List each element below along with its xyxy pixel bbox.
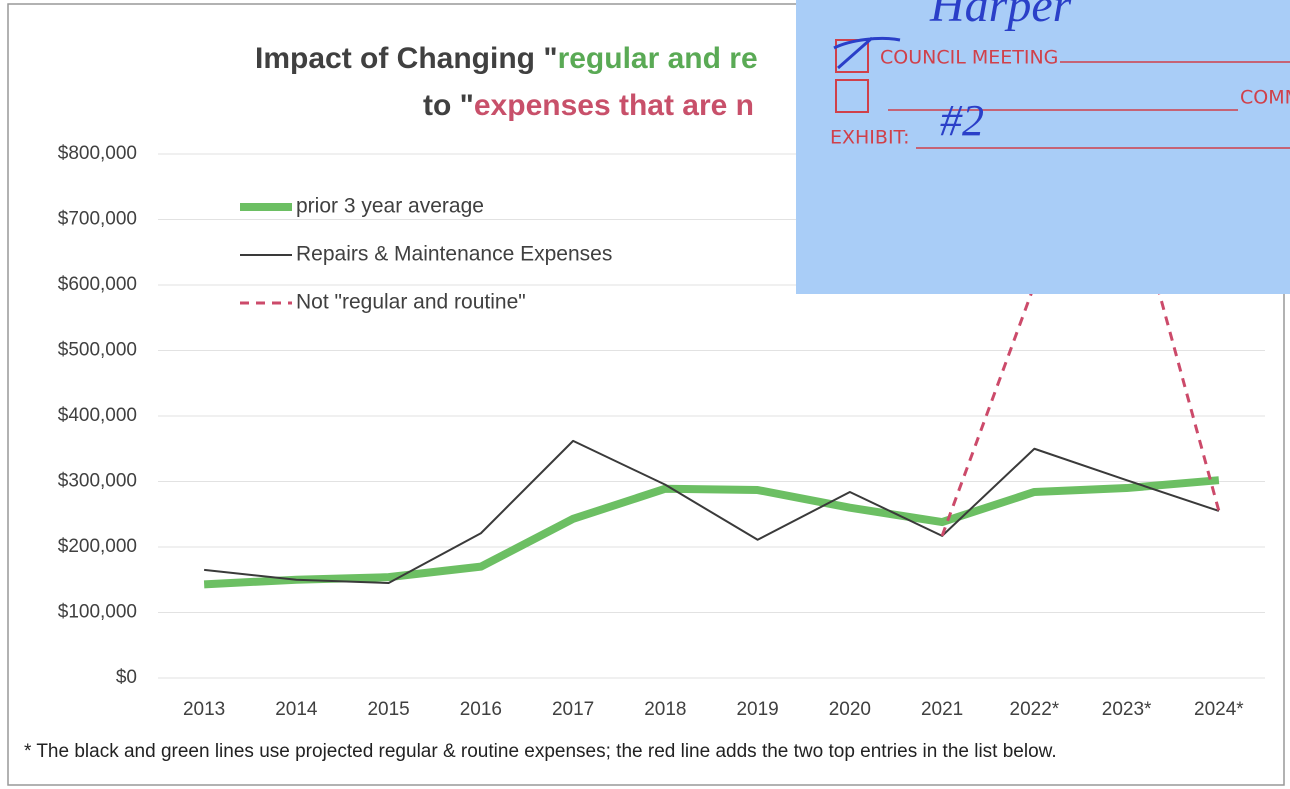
y-tick-label: $800,000 — [58, 143, 137, 164]
title-part: expenses that are n — [474, 89, 754, 122]
y-tick-label: $100,000 — [58, 602, 137, 623]
x-tick-label: 2021 — [921, 699, 963, 720]
y-tick-label: $200,000 — [58, 536, 137, 557]
x-tick-label: 2015 — [367, 699, 409, 720]
y-tick-label: $600,000 — [58, 274, 137, 295]
x-tick-label: 2019 — [736, 699, 778, 720]
legend-label: prior 3 year average — [296, 195, 484, 218]
legend-label: Not "regular and routine" — [296, 291, 526, 314]
chart: $0 $100,000 $200,000 $300,000 $400,000 $500,0… — [0, 0, 1290, 789]
y-tick-label: $300,000 — [58, 471, 137, 492]
title-part: to " — [423, 89, 474, 122]
chart-title: to "expenses that are n — [423, 89, 754, 122]
x-tick-label: 2024* — [1194, 699, 1244, 720]
x-tick-label: 2013 — [183, 699, 225, 720]
exhibit-label: EXHIBIT: — [830, 127, 909, 149]
y-tick-label: $500,000 — [58, 340, 137, 361]
checkbox-label: COUNCIL MEETING — [880, 47, 1058, 69]
footnote: * The black and green lines use projecte… — [24, 741, 1057, 762]
sticky-note: Harper COUNCIL MEETING COMM EXHIBIT: #2 — [796, 0, 1290, 294]
exhibit-number: #2 — [940, 96, 984, 145]
x-tick-label: 2018 — [644, 699, 686, 720]
checkbox-label: COMM — [1240, 87, 1290, 109]
x-tick-label: 2016 — [460, 699, 502, 720]
x-tick-label: 2023* — [1102, 699, 1152, 720]
x-tick-label: 2022* — [1010, 699, 1060, 720]
y-tick-label: $0 — [116, 667, 137, 688]
chart-title: Impact of Changing "regular and re — [255, 42, 758, 75]
title-part: Impact of Changing " — [255, 42, 558, 75]
y-tick-label: $400,000 — [58, 405, 137, 426]
handwritten-name: Harper — [929, 0, 1072, 32]
x-tick-label: 2020 — [829, 699, 871, 720]
x-tick-label: 2017 — [552, 699, 594, 720]
y-tick-label: $700,000 — [58, 209, 137, 230]
title-part: regular and re — [558, 42, 758, 75]
legend-label: Repairs & Maintenance Expenses — [296, 243, 612, 266]
x-tick-label: 2014 — [275, 699, 318, 720]
